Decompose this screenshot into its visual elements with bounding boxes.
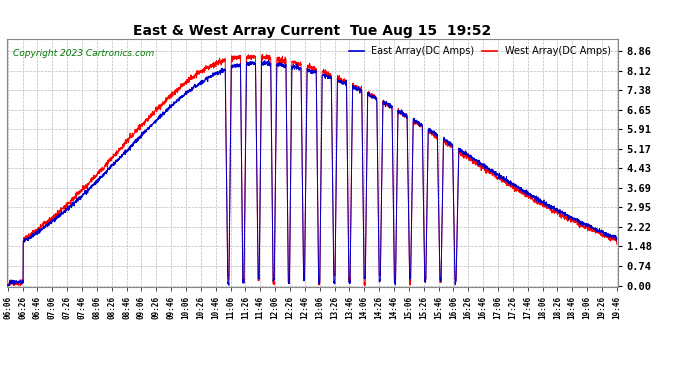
Text: Copyright 2023 Cartronics.com: Copyright 2023 Cartronics.com — [13, 49, 155, 58]
Title: East & West Array Current  Tue Aug 15  19:52: East & West Array Current Tue Aug 15 19:… — [133, 24, 491, 38]
Legend: East Array(DC Amps), West Array(DC Amps): East Array(DC Amps), West Array(DC Amps) — [345, 42, 615, 60]
